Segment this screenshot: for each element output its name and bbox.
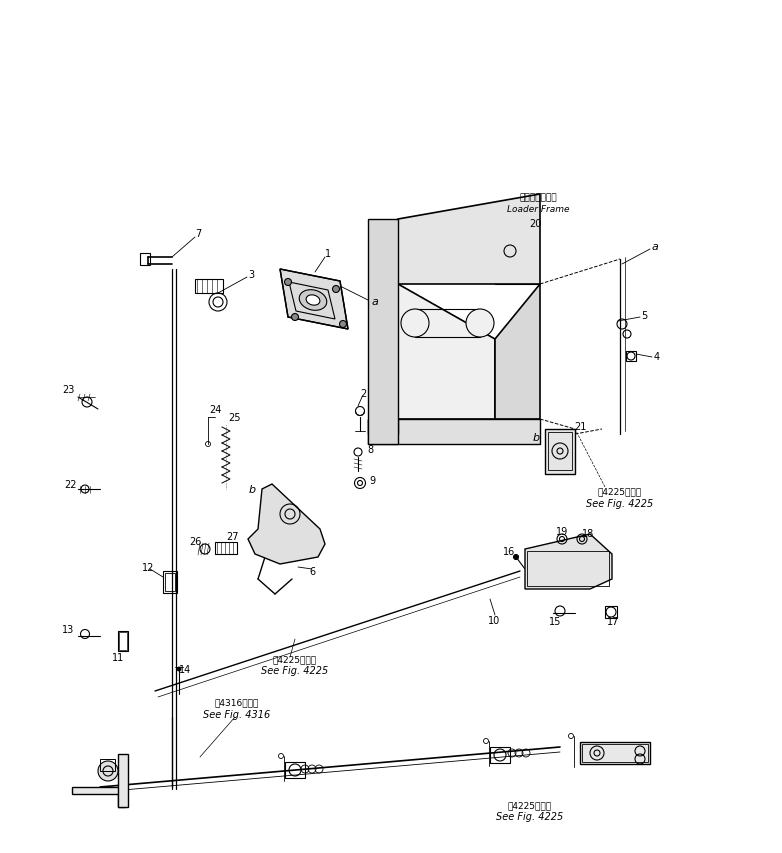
Text: 20: 20 — [529, 218, 541, 229]
Polygon shape — [545, 430, 575, 474]
Polygon shape — [280, 270, 348, 329]
Bar — [163, 572, 177, 594]
Polygon shape — [72, 787, 125, 807]
Text: 7: 7 — [195, 229, 201, 239]
Ellipse shape — [300, 290, 327, 311]
Circle shape — [466, 310, 494, 338]
Text: a: a — [371, 297, 378, 306]
Text: 第4225図参照: 第4225図参照 — [508, 801, 552, 809]
Polygon shape — [495, 285, 540, 420]
Circle shape — [292, 314, 299, 321]
Ellipse shape — [306, 295, 320, 305]
Bar — [285, 762, 305, 778]
Text: Loader Frame: Loader Frame — [507, 204, 569, 213]
Text: 4: 4 — [654, 351, 660, 362]
Text: 1: 1 — [325, 249, 331, 258]
Text: ローダフレーム: ローダフレーム — [519, 194, 557, 202]
Bar — [119, 632, 127, 650]
Bar — [527, 551, 609, 586]
Bar — [100, 759, 115, 771]
Bar — [605, 606, 617, 618]
Text: 22: 22 — [64, 479, 77, 490]
Polygon shape — [398, 285, 495, 420]
Text: 27: 27 — [226, 531, 239, 542]
Bar — [580, 742, 650, 764]
Text: 第4316図参照: 第4316図参照 — [215, 698, 259, 706]
Circle shape — [177, 667, 181, 671]
Text: See Fig. 4316: See Fig. 4316 — [203, 709, 271, 719]
Circle shape — [98, 761, 118, 781]
Text: 9: 9 — [369, 475, 375, 485]
Text: 第4225図参照: 第4225図参照 — [598, 487, 642, 496]
Text: 15: 15 — [549, 616, 561, 626]
Text: 6: 6 — [309, 566, 315, 577]
Text: 3: 3 — [248, 270, 254, 280]
Text: 5: 5 — [641, 310, 647, 321]
Text: 11: 11 — [112, 653, 124, 662]
Text: 2: 2 — [360, 389, 366, 398]
Bar — [195, 280, 223, 293]
Text: a: a — [651, 241, 658, 252]
Bar — [415, 310, 480, 338]
Text: See Fig. 4225: See Fig. 4225 — [261, 665, 328, 676]
Bar — [548, 432, 572, 471]
Text: 14: 14 — [179, 664, 191, 674]
Polygon shape — [525, 534, 612, 589]
Polygon shape — [368, 220, 398, 444]
Text: 25: 25 — [228, 413, 240, 422]
Text: 23: 23 — [62, 385, 74, 395]
Circle shape — [514, 554, 518, 560]
Bar — [165, 573, 175, 591]
Text: See Fig. 4225: See Fig. 4225 — [497, 811, 564, 821]
Polygon shape — [368, 420, 540, 444]
Text: 19: 19 — [556, 526, 569, 537]
Polygon shape — [248, 485, 325, 565]
Circle shape — [339, 321, 346, 328]
Text: 16: 16 — [503, 547, 515, 556]
Text: 26: 26 — [188, 537, 201, 547]
Text: 13: 13 — [62, 624, 74, 635]
Text: See Fig. 4225: See Fig. 4225 — [586, 498, 654, 508]
Circle shape — [285, 279, 292, 286]
Polygon shape — [368, 420, 398, 434]
Bar — [490, 747, 510, 763]
Text: 17: 17 — [607, 616, 619, 626]
Bar — [626, 351, 636, 362]
Bar — [118, 631, 128, 651]
Text: 24: 24 — [209, 404, 221, 415]
Bar — [215, 543, 237, 554]
Polygon shape — [118, 754, 128, 807]
Text: 21: 21 — [574, 421, 586, 432]
Text: 10: 10 — [488, 615, 500, 625]
Text: b: b — [533, 432, 540, 443]
Bar — [140, 253, 150, 265]
Text: 8: 8 — [367, 444, 373, 455]
Text: 12: 12 — [142, 562, 154, 572]
Bar — [582, 744, 648, 762]
Polygon shape — [398, 194, 540, 285]
Circle shape — [401, 310, 429, 338]
Circle shape — [332, 286, 339, 293]
Text: b: b — [249, 485, 256, 495]
Text: 第4225図参照: 第4225図参照 — [273, 655, 317, 664]
Text: 18: 18 — [582, 528, 594, 538]
